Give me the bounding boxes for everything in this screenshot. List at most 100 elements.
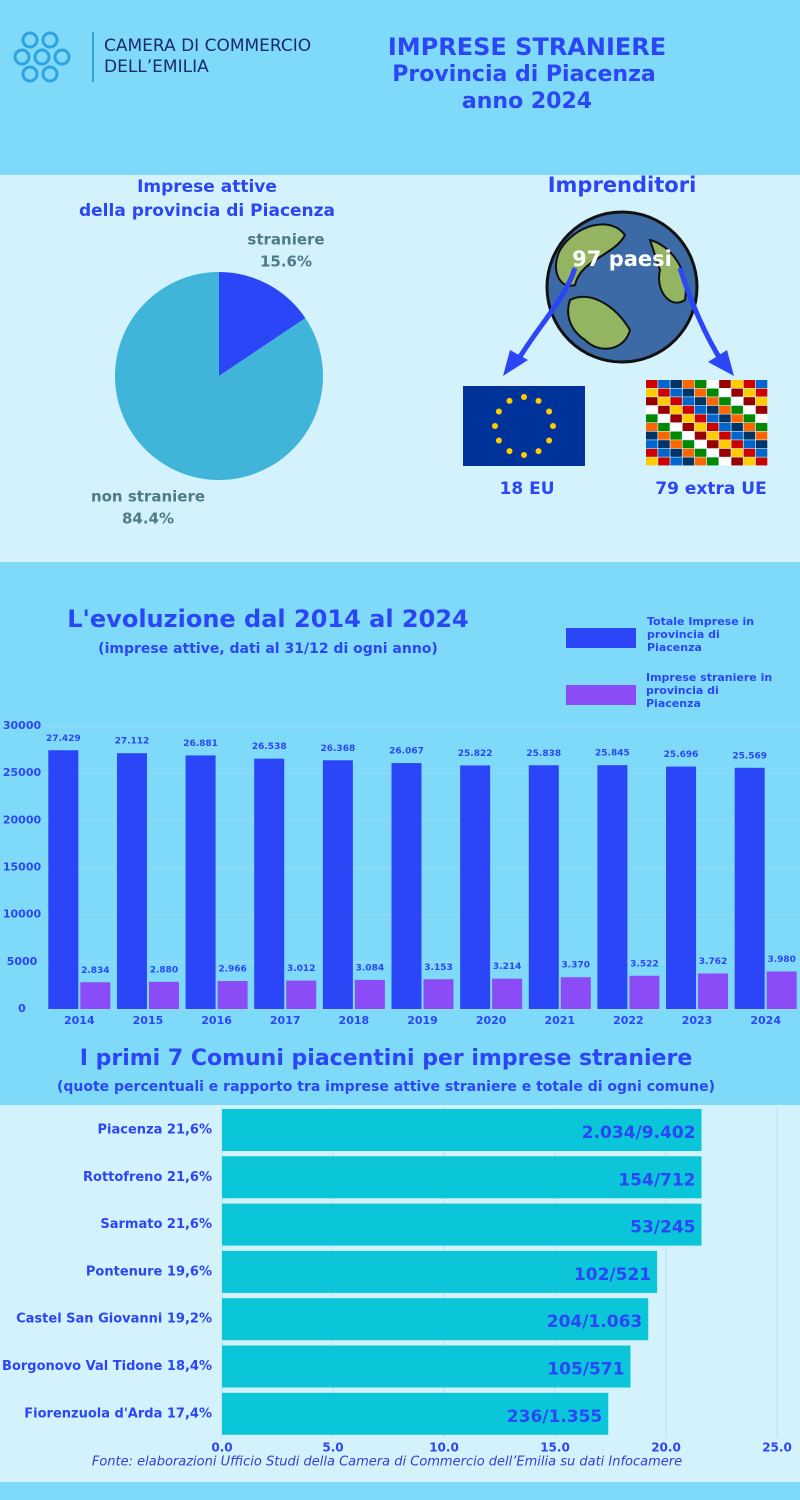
flag [682, 414, 695, 423]
y-tick-label: 30000 [3, 719, 42, 732]
flag [682, 440, 695, 449]
logo-text: DELL’EMILIA [104, 57, 209, 77]
bar-label: 102/521 [574, 1265, 651, 1285]
bar-label: 53/245 [630, 1218, 695, 1238]
bar [222, 1109, 702, 1151]
bar-value-label: 2.834 [81, 966, 109, 976]
flag [658, 457, 670, 466]
chart-subtitle: (imprese attive, dati al 31/12 di ogni a… [98, 641, 438, 657]
flag [731, 440, 743, 449]
main-title: IMPRESE STRANIERE [388, 33, 666, 61]
arrow-head [503, 350, 528, 376]
flag [743, 405, 756, 414]
bar-value-label: 3.214 [493, 962, 521, 972]
bar-value-label: 3.153 [424, 963, 452, 973]
bar [391, 763, 422, 1009]
flag [682, 457, 695, 466]
y-tick-label: Piacenza 21,6% [98, 1123, 213, 1138]
flag [658, 397, 670, 406]
bar-label: 154/712 [618, 1170, 695, 1190]
x-tick-label: 2015 [133, 1014, 164, 1027]
bar-value-label: 25.845 [595, 749, 630, 759]
flag [707, 423, 719, 431]
bar [286, 980, 317, 1009]
bar-value-label: 2.880 [150, 965, 178, 975]
flag [658, 440, 670, 449]
flag [646, 380, 658, 388]
bar [116, 753, 147, 1009]
logo-icon [13, 31, 71, 83]
x-tick-label: 2024 [750, 1014, 781, 1027]
flag [743, 448, 756, 457]
flag [707, 448, 719, 457]
flag [670, 440, 682, 449]
x-tick-label: 2016 [201, 1014, 232, 1027]
logo-text: CAMERA DI COMMERCIO [104, 36, 311, 56]
star [521, 452, 527, 458]
flag [658, 380, 670, 388]
flag [694, 440, 707, 449]
flag [682, 431, 695, 440]
star [521, 394, 527, 400]
flag [670, 388, 682, 397]
flag [682, 397, 695, 406]
x-tick-label: 2021 [544, 1014, 575, 1027]
x-tick-label: 15.0 [540, 1441, 570, 1455]
star [546, 408, 553, 415]
bar-value-label: 25.696 [664, 750, 699, 760]
flag [646, 405, 658, 414]
arrow [677, 267, 725, 364]
flag [707, 414, 719, 423]
bar-value-label: 25.569 [732, 751, 767, 761]
flag [670, 457, 682, 466]
pie-title: Imprese attive [137, 177, 277, 197]
bar-label: 204/1.063 [547, 1312, 642, 1332]
pie-slice [115, 272, 324, 481]
flag [646, 448, 658, 457]
flag [670, 405, 682, 414]
flag [658, 405, 670, 414]
legend-label: Imprese straniere in provincia di Piacen… [646, 671, 773, 710]
bar-value-label: 25.838 [526, 749, 561, 759]
star [550, 423, 556, 429]
pie-slice [219, 272, 306, 376]
flag [719, 380, 731, 388]
flag [719, 457, 731, 466]
bar-value-label: 3.084 [356, 963, 384, 973]
flag [743, 397, 756, 406]
chart-subtitle: (quote percentuali e rapporto tra impres… [57, 1079, 715, 1095]
flag [707, 457, 719, 466]
flag [707, 440, 719, 449]
bar [148, 981, 179, 1009]
bar [222, 1392, 609, 1435]
countries-label: 97 paesi [572, 247, 672, 271]
y-tick-label: 25000 [3, 766, 42, 779]
bar-label: 2.034/9.402 [582, 1123, 696, 1143]
arrow [512, 267, 578, 367]
eu-label: 18 EU [500, 479, 555, 499]
flag [694, 431, 707, 440]
x-tick-label: 2018 [339, 1014, 370, 1027]
flag [755, 397, 768, 406]
star [546, 437, 553, 444]
flag [755, 380, 768, 388]
flag [707, 397, 719, 406]
flag [743, 388, 756, 397]
x-tick-label: 2022 [613, 1014, 644, 1027]
bar [460, 765, 491, 1009]
bar [666, 766, 697, 1009]
flag [743, 380, 756, 388]
y-tick-label: Rottofreno 21,6% [83, 1170, 212, 1185]
world-flags [646, 380, 768, 466]
main-title: Provincia di Piacenza [392, 62, 655, 87]
arrow-head [708, 350, 734, 376]
bar-value-label: 27.112 [115, 737, 150, 747]
flag [658, 414, 670, 423]
flag [694, 414, 707, 423]
flag [755, 414, 768, 423]
flag [658, 423, 670, 431]
flag [707, 431, 719, 440]
flag [755, 388, 768, 397]
flag [731, 414, 743, 423]
